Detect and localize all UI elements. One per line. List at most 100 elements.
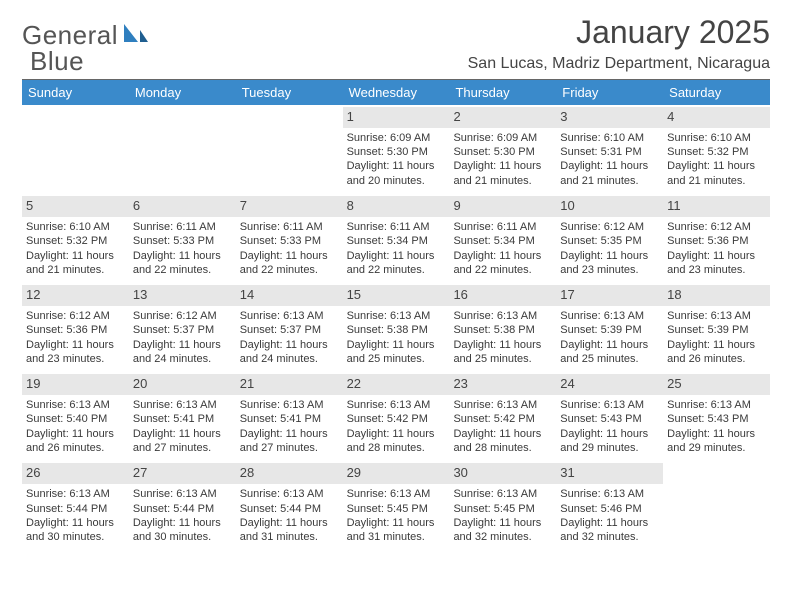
daylight-text: Daylight: 11 hours and 25 minutes. <box>560 338 659 367</box>
day-number: 7 <box>236 196 343 217</box>
calendar-page: General January 2025 San Lucas, Madriz D… <box>0 0 792 612</box>
day-cell: 23Sunrise: 6:13 AMSunset: 5:42 PMDayligh… <box>449 372 556 461</box>
sunrise-text: Sunrise: 6:13 AM <box>347 398 446 412</box>
day-cell: 3Sunrise: 6:10 AMSunset: 5:31 PMDaylight… <box>556 105 663 194</box>
sunrise-text: Sunrise: 6:10 AM <box>667 131 766 145</box>
sunrise-text: Sunrise: 6:13 AM <box>240 487 339 501</box>
daylight-text: Daylight: 11 hours and 21 minutes. <box>560 159 659 188</box>
weekday-monday: Monday <box>129 80 236 105</box>
day-cell: 9Sunrise: 6:11 AMSunset: 5:34 PMDaylight… <box>449 194 556 283</box>
sunset-text: Sunset: 5:35 PM <box>560 234 659 248</box>
day-cell: 6Sunrise: 6:11 AMSunset: 5:33 PMDaylight… <box>129 194 236 283</box>
daylight-text: Daylight: 11 hours and 22 minutes. <box>240 249 339 278</box>
daylight-text: Daylight: 11 hours and 30 minutes. <box>133 516 232 545</box>
day-cell: . <box>663 461 770 550</box>
sunset-text: Sunset: 5:38 PM <box>347 323 446 337</box>
brand-part2: Blue <box>30 46 84 76</box>
day-cell: 13Sunrise: 6:12 AMSunset: 5:37 PMDayligh… <box>129 283 236 372</box>
day-cell: 1Sunrise: 6:09 AMSunset: 5:30 PMDaylight… <box>343 105 450 194</box>
day-number: 8 <box>343 196 450 217</box>
day-cell: 31Sunrise: 6:13 AMSunset: 5:46 PMDayligh… <box>556 461 663 550</box>
sunrise-text: Sunrise: 6:10 AM <box>26 220 125 234</box>
weekday-saturday: Saturday <box>663 80 770 105</box>
day-cell: 10 Sunrise: 6:12 AMSunset: 5:35 PMDayligh… <box>556 194 663 283</box>
day-number: 14 <box>236 285 343 306</box>
day-cell: 15Sunrise: 6:13 AMSunset: 5:38 PMDayligh… <box>343 283 450 372</box>
sunrise-text: Sunrise: 6:13 AM <box>347 487 446 501</box>
sunset-text: Sunset: 5:41 PM <box>133 412 232 426</box>
day-number: 28 <box>236 463 343 484</box>
weekday-tuesday: Tuesday <box>236 80 343 105</box>
location: San Lucas, Madriz Department, Nicaragua <box>468 55 770 73</box>
day-number: 9 <box>449 196 556 217</box>
sunrise-text: Sunrise: 6:12 AM <box>667 220 766 234</box>
daylight-text: Daylight: 11 hours and 23 minutes. <box>560 249 659 278</box>
day-cell: 30Sunrise: 6:13 AMSunset: 5:45 PMDayligh… <box>449 461 556 550</box>
day-cell: . <box>129 105 236 194</box>
week-row: 19Sunrise: 6:13 AMSunset: 5:40 PMDayligh… <box>22 372 770 461</box>
week-row: 26Sunrise: 6:13 AMSunset: 5:44 PMDayligh… <box>22 461 770 550</box>
day-number: 31 <box>556 463 663 484</box>
sunrise-text: Sunrise: 6:13 AM <box>133 487 232 501</box>
day-number: 1 <box>343 107 450 128</box>
sunrise-text: Sunrise: 6:13 AM <box>667 309 766 323</box>
day-number: 15 <box>343 285 450 306</box>
sunset-text: Sunset: 5:34 PM <box>347 234 446 248</box>
day-cell: 27Sunrise: 6:13 AMSunset: 5:44 PMDayligh… <box>129 461 236 550</box>
month-title: January 2025 <box>468 14 770 51</box>
weekday-header-row: Sunday Monday Tuesday Wednesday Thursday… <box>22 80 770 105</box>
sunrise-text: Sunrise: 6:12 AM <box>133 309 232 323</box>
day-number: 10 <box>556 196 663 217</box>
sunset-text: Sunset: 5:37 PM <box>240 323 339 337</box>
daylight-text: Daylight: 11 hours and 29 minutes. <box>560 427 659 456</box>
day-number: 6 <box>129 196 236 217</box>
weekday-friday: Friday <box>556 80 663 105</box>
day-cell: 2Sunrise: 6:09 AMSunset: 5:30 PMDaylight… <box>449 105 556 194</box>
daylight-text: Daylight: 11 hours and 30 minutes. <box>26 516 125 545</box>
day-number: 20 <box>129 374 236 395</box>
sunset-text: Sunset: 5:30 PM <box>347 145 446 159</box>
sail-icon <box>122 22 150 49</box>
daylight-text: Daylight: 11 hours and 23 minutes. <box>667 249 766 278</box>
sunset-text: Sunset: 5:31 PM <box>560 145 659 159</box>
brand-part2-wrap: Blue <box>30 46 84 77</box>
daylight-text: Daylight: 11 hours and 26 minutes. <box>26 427 125 456</box>
sunrise-text: Sunrise: 6:10 AM <box>560 131 659 145</box>
sunrise-text: Sunrise: 6:13 AM <box>26 398 125 412</box>
title-block: January 2025 San Lucas, Madriz Departmen… <box>468 14 770 73</box>
daylight-text: Daylight: 11 hours and 22 minutes. <box>347 249 446 278</box>
sunset-text: Sunset: 5:44 PM <box>240 502 339 516</box>
day-cell: 17Sunrise: 6:13 AMSunset: 5:39 PMDayligh… <box>556 283 663 372</box>
header: General January 2025 San Lucas, Madriz D… <box>22 14 770 73</box>
daylight-text: Daylight: 11 hours and 22 minutes. <box>453 249 552 278</box>
day-number: 25 <box>663 374 770 395</box>
day-cell: 14Sunrise: 6:13 AMSunset: 5:37 PMDayligh… <box>236 283 343 372</box>
daylight-text: Daylight: 11 hours and 21 minutes. <box>26 249 125 278</box>
day-cell: . <box>22 105 129 194</box>
day-number: 24 <box>556 374 663 395</box>
day-cell: 29Sunrise: 6:13 AMSunset: 5:45 PMDayligh… <box>343 461 450 550</box>
day-cell: 7Sunrise: 6:11 AMSunset: 5:33 PMDaylight… <box>236 194 343 283</box>
weekday-wednesday: Wednesday <box>343 80 450 105</box>
sunset-text: Sunset: 5:45 PM <box>347 502 446 516</box>
day-cell: 5Sunrise: 6:10 AMSunset: 5:32 PMDaylight… <box>22 194 129 283</box>
sunset-text: Sunset: 5:32 PM <box>667 145 766 159</box>
day-number: 13 <box>129 285 236 306</box>
day-number: 21 <box>236 374 343 395</box>
day-number: 12 <box>22 285 129 306</box>
day-cell: 4Sunrise: 6:10 AMSunset: 5:32 PMDaylight… <box>663 105 770 194</box>
daylight-text: Daylight: 11 hours and 31 minutes. <box>347 516 446 545</box>
sunset-text: Sunset: 5:39 PM <box>667 323 766 337</box>
sunset-text: Sunset: 5:43 PM <box>667 412 766 426</box>
daylight-text: Daylight: 11 hours and 32 minutes. <box>560 516 659 545</box>
sunset-text: Sunset: 5:39 PM <box>560 323 659 337</box>
sunrise-text: Sunrise: 6:13 AM <box>453 309 552 323</box>
sunrise-text: Sunrise: 6:13 AM <box>560 487 659 501</box>
week-row: ...1Sunrise: 6:09 AMSunset: 5:30 PMDayli… <box>22 105 770 194</box>
day-number: 26 <box>22 463 129 484</box>
daylight-text: Daylight: 11 hours and 21 minutes. <box>667 159 766 188</box>
day-cell: 8Sunrise: 6:11 AMSunset: 5:34 PMDaylight… <box>343 194 450 283</box>
daylight-text: Daylight: 11 hours and 25 minutes. <box>347 338 446 367</box>
sunrise-text: Sunrise: 6:13 AM <box>453 398 552 412</box>
sunrise-text: Sunrise: 6:12 AM <box>560 220 659 234</box>
